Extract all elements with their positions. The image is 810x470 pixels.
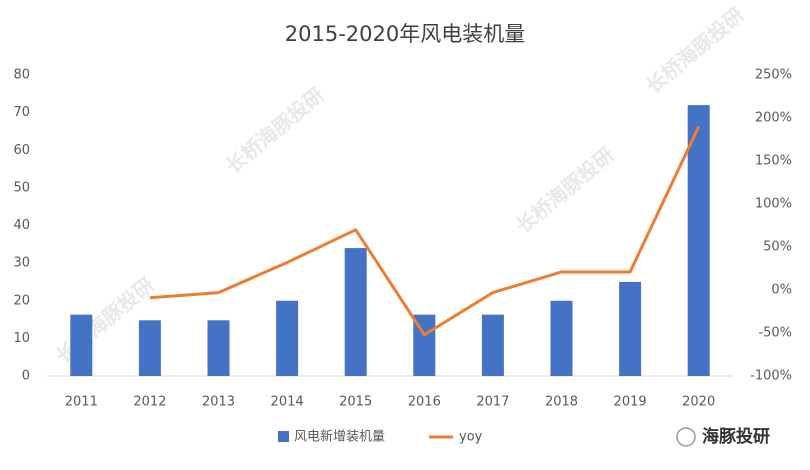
bar [619, 281, 642, 376]
x-tick-label: 2013 [202, 395, 235, 410]
logo: 海豚投研 [676, 426, 770, 447]
y2-tick-label: 250% [755, 68, 792, 83]
bar [70, 314, 93, 376]
x-tick-label: 2014 [271, 395, 304, 410]
legend-label: yoy [459, 430, 483, 445]
x-tick-label: 2015 [339, 395, 372, 410]
bar [550, 300, 573, 376]
x-tick-label: 2017 [476, 395, 509, 410]
y-tick-label: 20 [13, 293, 30, 308]
x-tick-label: 2012 [133, 395, 166, 410]
x-tick-label: 2020 [682, 395, 715, 410]
x-tick-label: 2016 [408, 395, 441, 410]
logo-text: 海豚投研 [702, 426, 770, 447]
bar [138, 320, 161, 376]
bar [687, 105, 710, 376]
y-tick-label: 10 [13, 331, 30, 346]
y2-tick-label: 0% [771, 283, 792, 298]
y-tick-label: 70 [13, 105, 30, 120]
y2-tick-label: 50% [763, 240, 792, 255]
x-tick-label: 2011 [65, 395, 98, 410]
bar [344, 248, 367, 376]
legend-swatch [278, 431, 289, 442]
x-tick-label: 2019 [614, 395, 647, 410]
x-tick-label: 2018 [545, 395, 578, 410]
y-tick-label: 40 [13, 218, 30, 233]
y2-tick-label: 200% [755, 111, 792, 126]
y2-tick-label: -100% [750, 369, 792, 384]
logo-icon [676, 427, 696, 447]
y-tick-label: 60 [13, 143, 30, 158]
y2-tick-label: 150% [755, 154, 792, 169]
y2-tick-label: 100% [755, 197, 792, 212]
bar [207, 320, 230, 376]
y-tick-label: 50 [13, 180, 30, 195]
legend-label: 风电新增装机量 [294, 429, 385, 445]
line [149, 125, 701, 337]
y-tick-label: 30 [13, 256, 30, 271]
bar [481, 314, 504, 376]
y2-tick-label: -50% [758, 326, 792, 341]
bar [276, 300, 299, 376]
y-tick-label: 0 [22, 369, 30, 384]
chart-title: 2015-2020年风电装机量 [285, 22, 525, 46]
y-tick-label: 80 [13, 68, 30, 83]
